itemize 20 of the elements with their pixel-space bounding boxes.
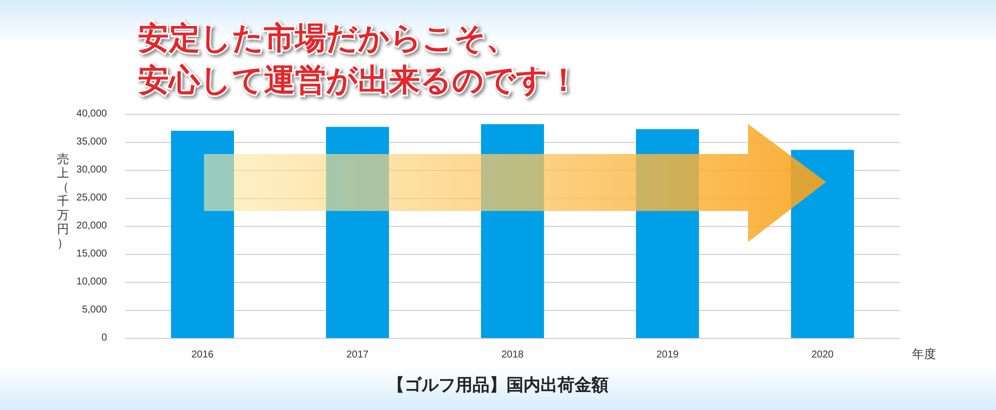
y-tick-label: 0 [101, 332, 108, 344]
x-tick-label: 2020 [811, 350, 834, 360]
y-tick-label: 35,000 [76, 136, 108, 148]
y-tick-label: 40,000 [76, 108, 108, 120]
y-tick-label: 25,000 [76, 192, 108, 204]
x-tick-label: 2019 [656, 350, 680, 360]
x-tick-label: 2016 [191, 350, 214, 360]
x-axis-title: 年度 [912, 347, 936, 361]
y-tick-label: 30,000 [76, 164, 108, 176]
chart-title: 安定した市場だからこそ、 [138, 20, 517, 56]
x-tick-label: 2017 [346, 350, 370, 360]
y-tick-label: 10,000 [76, 276, 108, 288]
text: 【ゴルフ用品】国内出荷金額 [388, 376, 608, 396]
x-tick-label: 2018 [501, 350, 524, 360]
y-tick-label: 5,000 [82, 304, 108, 316]
y-tick-label: 20,000 [76, 220, 108, 232]
y-tick-label: 15,000 [76, 248, 108, 260]
bar [791, 150, 854, 338]
chart-subtitle: 安心して運営が出来るのです！ [138, 62, 579, 98]
y-axis-title: 売上（千万円） [56, 152, 70, 250]
